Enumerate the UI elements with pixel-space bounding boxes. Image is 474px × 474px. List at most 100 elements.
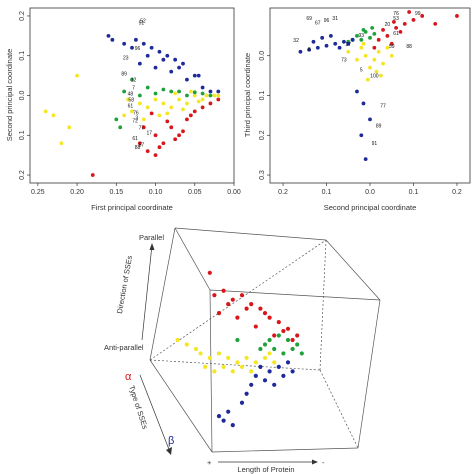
data-point-red: [216, 311, 222, 316]
data-point-yellow: [67, 125, 72, 130]
data-point-red: [216, 97, 221, 102]
data-point-green: [267, 337, 272, 343]
data-point-yellow: [145, 105, 150, 110]
data-point-blue: [333, 41, 338, 46]
data-point-red: [137, 141, 142, 146]
anti-parallel-label: Anti-parallel: [104, 343, 144, 352]
data-point-blue: [324, 43, 329, 48]
alpha-label: α: [125, 371, 132, 383]
y-tick-label: 0.2: [259, 130, 266, 140]
data-point-green: [359, 37, 364, 42]
data-point-blue: [153, 65, 158, 70]
data-point-yellow: [130, 109, 134, 114]
point-label: 67: [315, 21, 321, 27]
point-label: 3: [135, 115, 138, 121]
data-point-blue: [272, 382, 277, 387]
data-point-yellow: [372, 57, 377, 62]
y-tick-label: 0.2: [19, 11, 26, 21]
point-label: 7: [132, 86, 135, 92]
point-label: 72: [132, 119, 138, 125]
data-point-yellow: [355, 57, 359, 62]
x-axis-label: First principal coordinate: [91, 203, 173, 212]
data-point-red: [153, 133, 158, 138]
data-point-blue: [177, 65, 181, 70]
data-point-yellow: [374, 69, 379, 74]
data-point-blue: [185, 77, 189, 82]
data-point-red: [394, 25, 398, 30]
data-point-blue: [226, 409, 231, 414]
data-point-red: [385, 33, 390, 38]
data-point-blue: [157, 49, 162, 54]
length-minus-label: -: [322, 458, 325, 467]
data-point-yellow: [141, 117, 146, 122]
data-point-yellow: [204, 93, 209, 98]
data-point-blue: [258, 364, 263, 369]
point-label: 89: [376, 123, 382, 129]
data-point-green: [192, 90, 197, 95]
data-point-green: [169, 89, 174, 94]
data-point-yellow: [272, 360, 277, 365]
point-label: 23: [123, 56, 129, 62]
data-point-red: [372, 45, 377, 50]
parallel-label: Parallel: [139, 233, 164, 242]
data-point-red: [267, 315, 272, 320]
data-point-yellow: [196, 99, 201, 104]
data-point-red: [407, 10, 412, 14]
data-point-yellow: [122, 113, 127, 118]
data-point-red: [376, 37, 381, 42]
arrowhead: [166, 447, 172, 455]
data-point-green: [285, 337, 291, 343]
data-point-red: [207, 270, 212, 275]
y-axis-label: Third principal coordinate: [243, 53, 252, 137]
data-point-red: [276, 319, 281, 325]
data-point-red: [145, 149, 150, 154]
x-tick-label: 0.00: [227, 189, 241, 196]
x-tick-label: 0.1: [322, 189, 332, 196]
data-point-red: [226, 302, 231, 307]
data-point-blue: [196, 73, 201, 78]
x-tick-label: 0.25: [31, 189, 45, 196]
point-label: 91: [372, 141, 378, 147]
point-label: 59: [389, 44, 395, 50]
data-point-blue: [145, 53, 150, 58]
data-point-blue: [350, 37, 355, 42]
data-point-blue: [342, 39, 346, 44]
y-tick-label: 0.0: [19, 91, 26, 101]
data-point-yellow: [169, 105, 174, 110]
data-point-blue: [244, 391, 249, 396]
cube-edges: [149, 227, 381, 453]
data-point-green: [295, 342, 300, 347]
data-point-blue: [311, 39, 316, 44]
data-point-red: [221, 288, 226, 293]
data-point-yellow: [221, 364, 226, 369]
data-point-red: [149, 111, 154, 116]
data-point-red: [392, 20, 396, 24]
data-point-yellow: [185, 101, 189, 106]
data-point-blue: [262, 378, 268, 383]
data-point-blue: [355, 89, 359, 94]
data-point-green: [276, 333, 281, 338]
data-point-green: [361, 27, 366, 32]
data-point-red: [272, 333, 277, 338]
data-point-yellow: [365, 77, 370, 82]
x-tick-label: 0.05: [188, 189, 202, 196]
data-point-green: [355, 33, 359, 38]
data-point-yellow: [137, 101, 142, 106]
data-point-blue: [216, 89, 221, 94]
data-point-red: [153, 153, 158, 158]
data-point-blue: [161, 57, 166, 62]
data-point-blue: [169, 69, 174, 74]
data-point-yellow: [184, 342, 189, 347]
data-point-red: [141, 125, 146, 130]
data-point-yellow: [181, 107, 185, 112]
data-point-yellow: [175, 337, 180, 343]
arrowhead: [312, 459, 318, 465]
data-point-yellow: [157, 113, 162, 118]
direction-of-sses-label: Direction of SSEs: [115, 255, 134, 315]
data-point-red: [433, 22, 438, 26]
data-point-blue: [361, 101, 366, 106]
data-point-yellow: [203, 364, 208, 369]
data-point-blue: [165, 53, 170, 58]
data-point-red: [177, 133, 181, 138]
